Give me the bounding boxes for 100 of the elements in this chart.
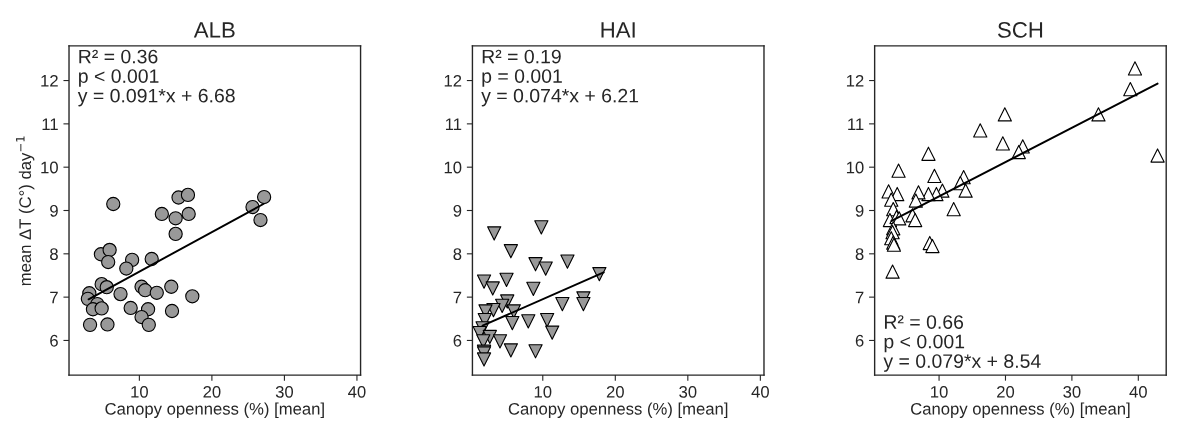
y-tick-label: 10 [41,161,58,174]
x-tick-label: 20 [997,385,1015,398]
annotation: p < 0.001 [79,69,159,87]
x-tick-label: 30 [275,385,294,398]
point [492,334,508,349]
point [503,343,519,358]
y-tick-label: 9 [50,204,58,217]
x-tick-label: 30 [679,385,697,398]
point [576,296,591,312]
point [102,242,117,258]
y-tick-label: 10 [846,161,864,174]
point [106,196,121,212]
x-axis-title: Canopy openness (%) [mean] [911,402,1130,418]
point [164,279,179,294]
y-tick-label: 12 [41,74,58,87]
annotation: y = 0.079*x + 8.54 [883,354,1041,372]
point [555,296,570,312]
point [885,264,900,279]
annotation: R² = 0.19 [482,49,561,64]
point [138,283,153,298]
point [168,211,183,226]
point [528,257,543,272]
annotation: R² = 0.36 [79,49,158,64]
chart-title: ALB [193,22,235,38]
point [164,303,180,319]
point [946,202,961,217]
point [100,317,115,332]
y-tick-label: 8 [453,248,462,261]
annotation: p < 0.001 [884,334,965,353]
point [487,226,502,241]
y-tick-label: 6 [855,334,864,347]
point [82,317,98,333]
point [485,281,500,296]
y-axis-title: mean ΔT (C°) day$^{−1}$ [16,136,35,286]
x-axis-title: Canopy openness (%) [mean] [508,402,728,418]
point [499,272,514,287]
point [995,136,1010,151]
annotation: p = 0.001 [482,69,562,87]
y-tick-label: 8 [50,248,58,261]
x-tick-label: 10 [931,385,948,398]
y-tick-label: 12 [846,74,864,87]
point [168,226,183,242]
x-tick-label: 40 [751,385,769,398]
point [539,312,555,328]
point [534,220,549,235]
point [908,212,923,228]
annotation: R² = 0.66 [884,315,964,329]
point [101,254,116,270]
point [476,274,492,289]
point [560,254,575,269]
point [256,189,272,205]
y-tick-label: 8 [855,248,864,261]
chart-title: HAI [601,22,635,38]
y-tick-label: 6 [453,334,462,347]
x-tick-label: 10 [534,385,552,398]
y-tick-label: 9 [855,204,864,217]
y-tick-label: 11 [42,118,58,130]
y-tick-label: 6 [50,334,58,347]
annotation: y = 0.091*x + 6.68 [77,88,235,107]
point [1127,61,1143,76]
point [181,206,196,222]
x-tick-label: 20 [606,385,624,398]
x-tick-label: 10 [131,385,148,398]
point [141,317,156,333]
point [123,300,138,316]
point [526,281,541,297]
y-tick-label: 7 [50,291,58,304]
y-tick-label: 12 [444,74,462,87]
point [149,285,164,300]
x-tick-label: 40 [1129,385,1147,398]
point [119,261,134,276]
y-tick-label: 7 [453,291,462,304]
point [476,352,492,367]
point [503,244,519,259]
x-tick-label: 20 [203,385,221,398]
y-tick-label: 7 [855,291,864,304]
y-tick-label: 11 [848,118,864,130]
y-tick-label: 9 [453,204,462,217]
point [545,325,560,340]
point [908,193,923,208]
point [505,315,520,331]
point [538,261,553,276]
point [94,301,109,316]
point [927,168,942,183]
y-tick-label: 11 [445,118,462,130]
point [113,286,128,302]
point [973,123,988,138]
point [154,206,169,222]
point [921,146,936,161]
point [185,289,200,304]
chart-title: SCH [997,22,1043,38]
point [997,107,1012,122]
annotation: y = 0.074*x + 6.21 [481,88,639,107]
point [521,314,536,329]
x-tick-label: 30 [1063,385,1081,398]
x-axis-title: Canopy openness (%) [mean] [105,402,324,418]
point [891,163,906,178]
point [1150,148,1165,163]
y-tick-label: 10 [444,161,462,174]
point [253,212,268,228]
